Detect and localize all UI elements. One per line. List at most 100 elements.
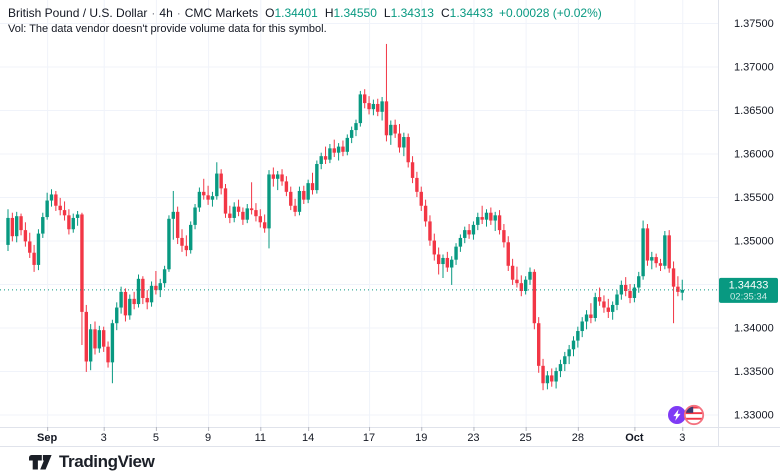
candle[interactable] <box>45 192 49 220</box>
candle[interactable] <box>610 301 615 320</box>
candles-layer[interactable] <box>6 43 684 391</box>
candle[interactable] <box>271 167 276 187</box>
candle[interactable] <box>310 172 315 195</box>
candle[interactable] <box>158 278 162 298</box>
candle[interactable] <box>667 230 671 273</box>
candle[interactable] <box>202 178 206 200</box>
candle[interactable] <box>615 290 619 311</box>
candle[interactable] <box>402 132 406 157</box>
candle[interactable] <box>215 162 219 200</box>
candle[interactable] <box>341 140 345 157</box>
candle[interactable] <box>445 251 450 272</box>
candle[interactable] <box>306 179 310 204</box>
candle[interactable] <box>284 176 289 197</box>
candle[interactable] <box>371 99 376 116</box>
candle[interactable] <box>106 341 110 368</box>
candle[interactable] <box>671 261 676 324</box>
candle[interactable] <box>323 146 328 164</box>
candle[interactable] <box>262 214 267 233</box>
tradingview-logo[interactable]: TradingView <box>29 452 155 472</box>
candle[interactable] <box>223 184 228 218</box>
price-axis[interactable]: 1.37500 1.37000 1.36500 1.36000 1.35500 1.350… <box>734 18 774 422</box>
candle[interactable] <box>676 276 680 297</box>
candle[interactable] <box>541 358 545 391</box>
candle[interactable] <box>380 97 384 121</box>
candle[interactable] <box>67 209 71 235</box>
candle[interactable] <box>537 317 541 373</box>
candle[interactable] <box>236 199 241 217</box>
candle[interactable] <box>571 336 576 357</box>
candle[interactable] <box>115 302 119 331</box>
candle[interactable] <box>476 212 480 231</box>
candle[interactable] <box>497 210 502 235</box>
candle[interactable] <box>28 232 32 258</box>
candle[interactable] <box>567 344 571 365</box>
candle[interactable] <box>515 266 519 288</box>
candle[interactable] <box>597 287 602 306</box>
candle[interactable] <box>167 215 171 272</box>
candle[interactable] <box>280 169 284 186</box>
candle[interactable] <box>397 123 402 153</box>
candle[interactable] <box>454 243 458 265</box>
candle[interactable] <box>502 224 506 248</box>
candle[interactable] <box>332 139 336 158</box>
candle[interactable] <box>658 258 663 272</box>
candle[interactable] <box>415 171 419 198</box>
candle[interactable] <box>589 303 593 324</box>
candle[interactable] <box>245 204 249 224</box>
candle[interactable] <box>228 205 232 224</box>
candle[interactable] <box>171 190 175 240</box>
candle[interactable] <box>19 213 23 236</box>
candle[interactable] <box>162 265 167 288</box>
candle[interactable] <box>441 254 445 278</box>
candle[interactable] <box>293 198 297 217</box>
candle[interactable] <box>484 209 489 227</box>
candle[interactable] <box>319 152 323 170</box>
candle[interactable] <box>93 321 97 355</box>
candle[interactable] <box>419 186 423 211</box>
candle[interactable] <box>619 280 624 300</box>
candle[interactable] <box>576 326 580 348</box>
candle[interactable] <box>184 235 189 257</box>
candle[interactable] <box>58 197 62 216</box>
candle[interactable] <box>10 212 15 242</box>
candle[interactable] <box>276 170 280 191</box>
event-markers[interactable] <box>667 404 705 426</box>
candle[interactable] <box>197 187 202 212</box>
candle[interactable] <box>354 119 358 137</box>
candle[interactable] <box>510 258 515 285</box>
candle[interactable] <box>289 186 293 211</box>
candle[interactable] <box>458 234 463 252</box>
candle[interactable] <box>123 288 128 322</box>
candle[interactable] <box>210 191 215 207</box>
candle[interactable] <box>523 276 528 295</box>
candle[interactable] <box>110 319 115 384</box>
candle[interactable] <box>258 209 262 228</box>
candle[interactable] <box>650 251 654 270</box>
candle[interactable] <box>136 274 141 308</box>
candle[interactable] <box>450 256 454 285</box>
candle[interactable] <box>102 326 106 352</box>
candle[interactable] <box>628 284 632 304</box>
candle[interactable] <box>545 371 550 390</box>
candle[interactable] <box>336 143 341 161</box>
candle[interactable] <box>480 205 484 225</box>
candle[interactable] <box>602 295 606 313</box>
candle[interactable] <box>606 298 610 318</box>
candle[interactable] <box>54 190 58 211</box>
candle[interactable] <box>428 215 432 246</box>
candle[interactable] <box>593 292 597 322</box>
candle[interactable] <box>193 204 197 230</box>
candle[interactable] <box>349 126 354 144</box>
candle[interactable] <box>315 160 319 194</box>
candle[interactable] <box>302 185 306 205</box>
exchange-label[interactable]: CMC Markets <box>184 6 259 20</box>
candle[interactable] <box>206 185 210 205</box>
candle[interactable] <box>84 304 88 372</box>
candle[interactable] <box>654 253 658 268</box>
candle[interactable] <box>641 220 645 280</box>
candle[interactable] <box>75 210 80 226</box>
candle[interactable] <box>132 291 136 310</box>
candle[interactable] <box>493 211 497 231</box>
candle[interactable] <box>119 286 123 314</box>
